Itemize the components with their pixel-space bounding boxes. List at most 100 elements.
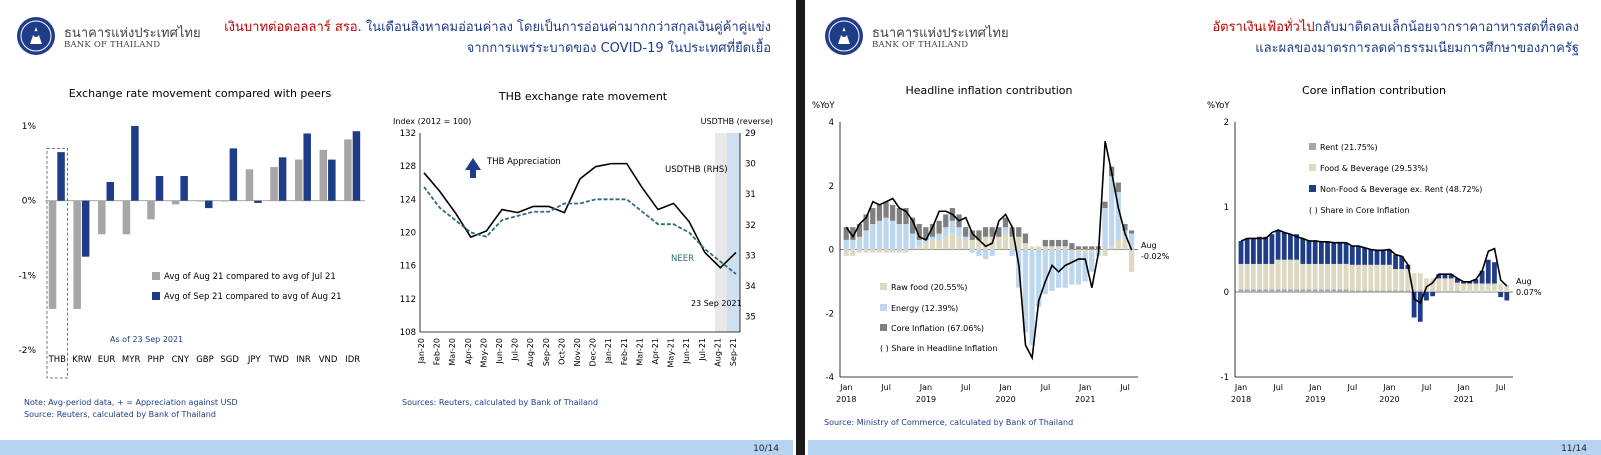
- bar-segment: [1454, 291, 1460, 292]
- bar-segment: [1042, 249, 1048, 295]
- bar-segment: [1386, 290, 1392, 292]
- bar: [205, 200, 213, 209]
- bar-segment: [982, 236, 989, 250]
- x-tick-label: Jan: [1234, 383, 1247, 392]
- chart-title: Core inflation contribution: [1302, 84, 1446, 97]
- x-tick-label: Feb-21: [620, 338, 629, 365]
- bar-segment: [1362, 247, 1368, 265]
- bar-segment: [1430, 292, 1436, 297]
- bar-segment: [1386, 249, 1392, 265]
- bar-segment: [1312, 263, 1318, 290]
- bar-segment: [1294, 234, 1300, 260]
- bar: [106, 182, 115, 201]
- x-tick-label: Jul-20: [511, 338, 520, 362]
- bar-segment: [929, 239, 936, 250]
- bar-segment: [1029, 249, 1035, 346]
- bar-segment: [1318, 241, 1324, 264]
- y-right-tick: 34: [745, 282, 756, 292]
- bar-segment: [876, 220, 883, 250]
- bar-segment: [1009, 236, 1015, 250]
- bar-segment: [1356, 246, 1361, 265]
- bar-segment: [1055, 239, 1062, 247]
- bar-segment: [870, 224, 876, 250]
- bar-segment: [1343, 289, 1349, 292]
- bar-segment: [1281, 289, 1287, 292]
- bar-segment: [1448, 278, 1454, 292]
- y-right-tick: 35: [745, 313, 756, 323]
- page-number: 11/14: [1561, 444, 1587, 454]
- slide-divider: [796, 0, 805, 455]
- y-tick-label: -4: [826, 373, 834, 383]
- y-tick-label: -1%: [18, 271, 36, 281]
- bar-segment: [1368, 264, 1374, 291]
- bar-segment: [1009, 249, 1015, 256]
- x-tick-label: Jan: [1308, 383, 1321, 392]
- bar-segment: [1062, 249, 1068, 288]
- bar-segment: [1337, 289, 1343, 292]
- bar-segment: [1281, 259, 1287, 290]
- bar-segment: [956, 236, 962, 250]
- bar-segment: [1473, 283, 1479, 292]
- bar-segment: [969, 230, 975, 240]
- y-left-tick: 112: [400, 295, 416, 305]
- bar-segment: [1411, 290, 1417, 292]
- bar-segment: [1075, 246, 1082, 250]
- bar-segment: [883, 249, 889, 253]
- bar-segment: [1257, 236, 1262, 264]
- bar-segment: [923, 227, 929, 240]
- bar-segment: [856, 236, 863, 250]
- legend-label: Rent (21.75%): [1320, 143, 1378, 152]
- bar-segment: [1102, 201, 1108, 209]
- headline-inflation-chart: Headline inflation contribution %YoY 4 2 0 -2…: [812, 84, 1170, 404]
- bar: [131, 126, 139, 201]
- bar-segment: [1269, 263, 1275, 290]
- bar-segment: [896, 208, 902, 224]
- bar-segment: [1349, 264, 1355, 291]
- x-tick-label: Feb-20: [433, 338, 442, 365]
- source-note-right: Sources: Reuters, calculated by Bank of …: [402, 398, 599, 407]
- bot-seal-icon: [17, 17, 55, 55]
- annotation: -0.02%: [1141, 252, 1170, 261]
- series-line: [423, 162, 737, 269]
- bar-segment: [1417, 290, 1423, 292]
- bar-segment: [1454, 282, 1460, 292]
- bar-segment: [1288, 259, 1293, 290]
- bar-segment: [1331, 263, 1337, 290]
- x-tick-label: Aug-20: [526, 338, 535, 367]
- bar-segment: [1002, 233, 1009, 250]
- x-tick-label: May-21: [667, 338, 676, 367]
- annotation: ( ) Share in Headline Inflation: [880, 344, 997, 353]
- bar-segment: [1049, 239, 1055, 247]
- series-line: [423, 186, 737, 275]
- bar-segment: [1492, 283, 1497, 292]
- bar-segment: [843, 239, 849, 250]
- x-tick-label: Jul: [1272, 383, 1283, 392]
- x-tick-label: CNY: [172, 355, 190, 365]
- slide-headline: เงินบาทต่อดอลลาร์ สรอ. ในเดือนสิงหาคมอ่อ…: [224, 17, 771, 59]
- bar-segment: [1343, 242, 1349, 264]
- bar-segment: [1498, 292, 1504, 298]
- bar-segment: [1436, 274, 1442, 279]
- bar-segment: [1393, 269, 1398, 291]
- y-right-tick: 32: [745, 221, 756, 231]
- bar-segment: [1411, 292, 1417, 318]
- bar-segment: [863, 230, 869, 250]
- bar-segment: [1049, 246, 1055, 250]
- bar-segment: [1393, 254, 1398, 270]
- bar-segment: [843, 227, 849, 240]
- y-tick-label: 0: [829, 246, 834, 256]
- x-tick-label: Jan-20: [417, 338, 426, 364]
- bar-segment: [883, 217, 889, 250]
- footnote: Note: Avg-period data, + = Appreciation …: [24, 398, 238, 407]
- bar-segment: [916, 246, 922, 250]
- bar-segment: [1275, 229, 1281, 260]
- bar-segment: [1069, 243, 1075, 250]
- headline-line2: และผลของมาตรการลดค่าธรรมเนียมการศึกษาของ…: [1255, 41, 1579, 56]
- x-tick-label: GBP: [196, 355, 214, 365]
- bar: [57, 152, 65, 201]
- bar-segment: [1244, 263, 1250, 290]
- bar-segment: [1257, 289, 1262, 292]
- bar: [147, 200, 155, 220]
- thb-highlight-box: [46, 148, 69, 379]
- bar-segment: [896, 249, 902, 253]
